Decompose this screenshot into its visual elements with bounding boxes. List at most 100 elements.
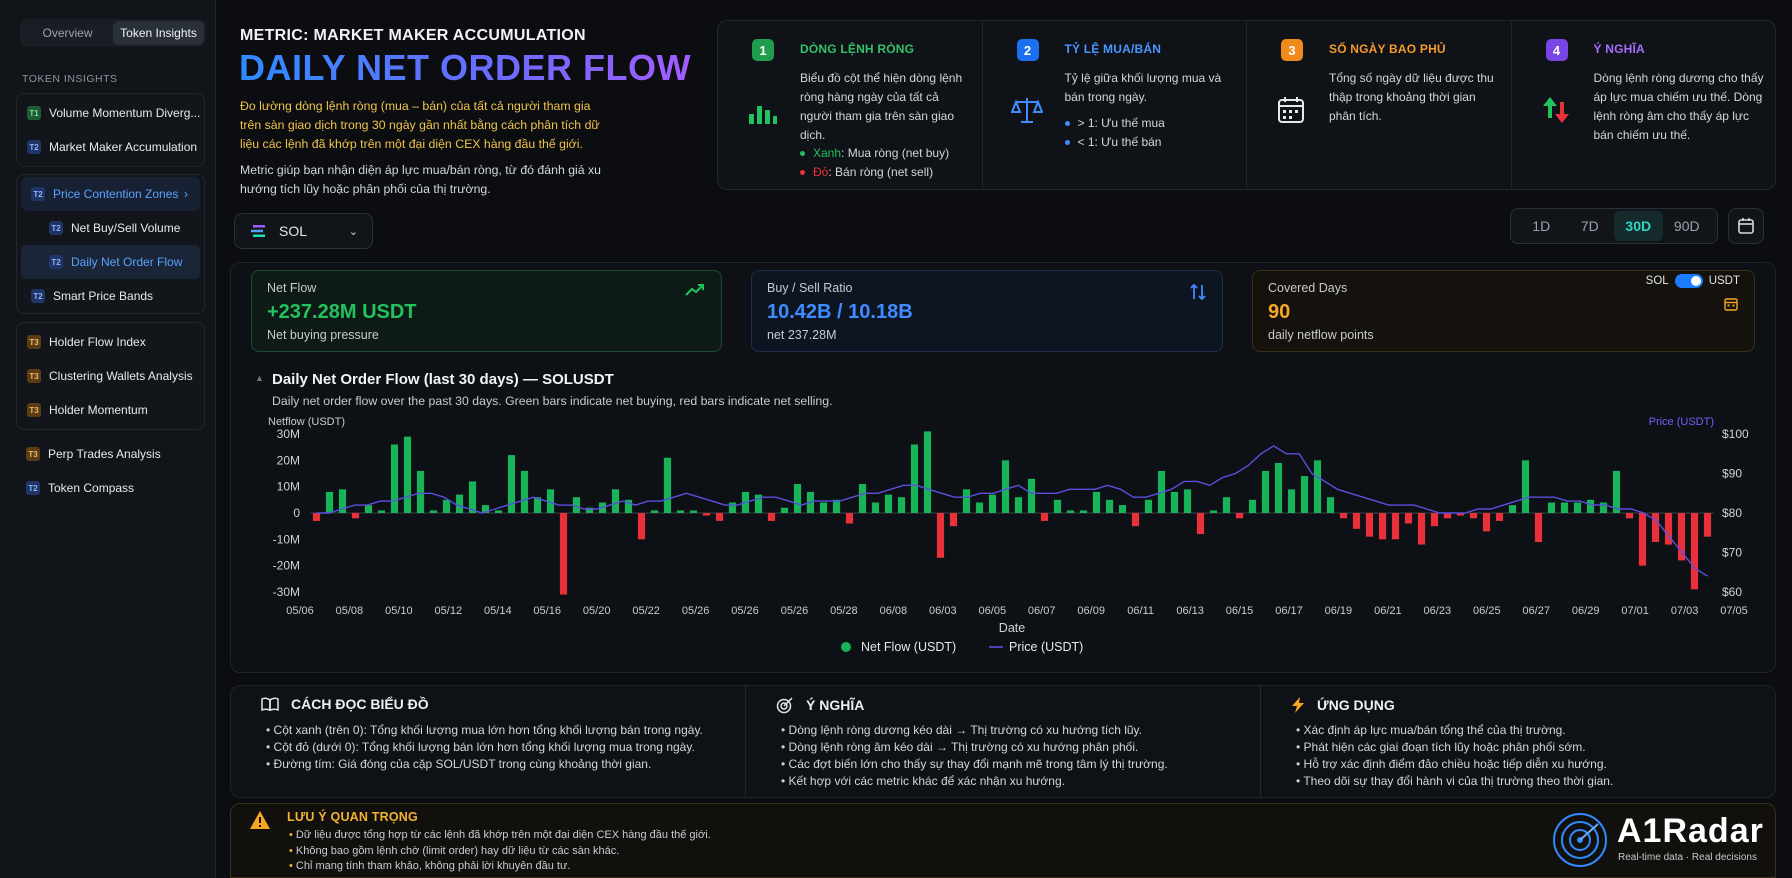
net-flow-bar xyxy=(611,489,620,513)
y-tick-label: -10M xyxy=(273,532,300,546)
sidebar-item-daily-net-order-flow[interactable]: T2 Daily Net Order Flow xyxy=(21,245,200,279)
brand-block: A1Radar Real-time data · Real decisions xyxy=(1552,810,1772,870)
range-1d[interactable]: 1D xyxy=(1532,218,1551,234)
sidebar-item-holder-flow[interactable]: T3 Holder Flow Index xyxy=(17,325,204,359)
net-flow-bar xyxy=(962,489,971,513)
toggle-switch[interactable] xyxy=(1674,274,1703,288)
info-title: DÒNG LỆNH RÒNG xyxy=(800,42,915,56)
chart-subtitle: Daily net order flow over the past 30 da… xyxy=(272,394,833,408)
sidebar-item-smart-price-bands[interactable]: T2 Smart Price Bands xyxy=(21,279,200,313)
legend-green-rest: : Mua ròng (net buy) xyxy=(841,146,950,160)
page-title: DAILY NET ORDER FLOW xyxy=(239,47,692,88)
net-flow-bar xyxy=(1482,513,1491,532)
calendar-icon xyxy=(1738,218,1754,234)
up-down-arrows-icon xyxy=(1542,97,1569,123)
unit-toggle[interactable]: SOL USDT xyxy=(1646,274,1740,288)
sidebar-item-label: Volume Momentum Diverg... xyxy=(49,106,201,120)
sidebar-item-volume-momentum[interactable]: T1 Volume Momentum Diverg... xyxy=(17,96,204,130)
list-item: Cột đỏ (dưới 0): Tổng khối lượng bán lớn… xyxy=(266,739,703,756)
range-7d[interactable]: 7D xyxy=(1580,218,1599,234)
note-item: Không bao gồm lệnh chờ (limit order) hay… xyxy=(289,844,711,860)
bullet-list: Dòng lệnh ròng dương kéo dài → Thị trườn… xyxy=(781,722,1168,790)
sidebar-item-net-buy-sell[interactable]: T2 Net Buy/Sell Volume xyxy=(21,211,200,245)
sidebar-item-price-contention[interactable]: T2 Price Contention Zones › xyxy=(21,177,200,211)
swap-vertical-icon xyxy=(1190,283,1206,301)
net-flow-bar xyxy=(1274,463,1283,513)
list-item: Dòng lệnh ròng dương kéo dài → Thị trườn… xyxy=(781,722,1168,739)
x-tick-label: 05/26 xyxy=(682,605,710,617)
sidebar-item-token-compass[interactable]: T2 Token Compass xyxy=(16,471,205,505)
legend-price-label: Price (USDT) xyxy=(1009,640,1083,654)
section-heading: Ý NGHĨA xyxy=(776,696,864,714)
tier-badge: T3 xyxy=(26,447,40,461)
nav-group-3: T3 Holder Flow Index T3 Clustering Wallets… xyxy=(16,322,205,430)
net-flow-bar xyxy=(923,431,932,513)
bullet-list: Cột xanh (trên 0): Tổng khối lượng mua l… xyxy=(266,722,703,773)
legend-red-rest: : Bán ròng (net sell) xyxy=(828,165,934,179)
net-flow-bar xyxy=(793,484,802,513)
net-flow-bar xyxy=(1677,513,1686,561)
net-flow-bar xyxy=(416,470,425,513)
x-tick-label: 06/23 xyxy=(1424,605,1452,617)
sidebar-item-clustering-wallets[interactable]: T3 Clustering Wallets Analysis xyxy=(17,359,204,393)
info-text: Dòng lệnh ròng dương cho thấy áp lực mua… xyxy=(1593,71,1764,142)
net-flow-bar xyxy=(1248,499,1257,513)
card-label: Net Flow xyxy=(267,281,317,295)
sidebar-item-market-maker[interactable]: T2 Market Maker Accumulation xyxy=(17,130,204,164)
list-item: Kết hợp với các metric khác để xác nhận … xyxy=(781,773,1168,790)
time-range-selector: 1D 7D 30D 90D xyxy=(1510,208,1718,244)
lightning-icon xyxy=(1292,697,1304,713)
net-flow-bar xyxy=(1235,513,1244,519)
net-flow-bar xyxy=(520,470,529,513)
list-item: Dòng lệnh ròng âm kéo dài → Thị trường c… xyxy=(781,739,1168,756)
bar-chart-icon xyxy=(749,106,777,124)
tier-badge: T3 xyxy=(27,335,41,349)
net-flow-bar xyxy=(455,494,464,513)
sidebar-item-label: Holder Flow Index xyxy=(49,335,146,349)
toggle-right-label: USDT xyxy=(1708,275,1740,287)
net-flow-bar xyxy=(1391,513,1400,540)
net-flow-bar xyxy=(715,513,724,521)
tab-overview[interactable]: Overview xyxy=(42,26,93,40)
net-flow-bar xyxy=(1092,491,1101,513)
x-tick-label: 05/26 xyxy=(781,605,809,617)
list-item: Cột xanh (trên 0): Tổng khối lượng mua l… xyxy=(266,722,703,739)
sidebar-item-perp-trades[interactable]: T3 Perp Trades Analysis xyxy=(16,437,205,471)
net-flow-bar xyxy=(1287,489,1296,513)
x-tick-label: 05/26 xyxy=(731,605,759,617)
net-flow-card: Net Flow +237.28M USDT Net buying pressu… xyxy=(251,270,722,352)
net-flow-bar xyxy=(1079,510,1088,513)
info-title: Ý NGHĨA xyxy=(1593,42,1645,56)
tab-token-insights[interactable]: Token Insights xyxy=(113,21,204,45)
calendar-button[interactable] xyxy=(1728,208,1764,244)
tier-badge: T2 xyxy=(27,140,41,154)
legend-red: Đỏ: Bán ròng (net sell) xyxy=(800,163,933,182)
net-flow-bar xyxy=(884,494,893,513)
token-selector[interactable]: SOL ⌄ xyxy=(234,213,373,249)
how-to-read-section: CÁCH ĐỌC BIỂU ĐỒ Cột xanh (trên 0): Tổng… xyxy=(231,686,746,797)
net-flow-bar xyxy=(312,513,321,521)
sidebar-item-holder-momentum[interactable]: T3 Holder Momentum xyxy=(17,393,204,427)
sidebar-item-label: Smart Price Bands xyxy=(53,289,154,303)
net-flow-bar xyxy=(1703,513,1712,537)
net-flow-bar xyxy=(338,489,347,513)
x-tick-label: 05/22 xyxy=(632,605,660,617)
net-flow-bar xyxy=(897,497,906,513)
x-tick-label: 05/16 xyxy=(533,605,561,617)
net-flow-bar xyxy=(819,502,828,513)
net-flow-bar xyxy=(832,499,841,513)
chevron-right-icon: › xyxy=(184,187,188,201)
x-tick-label: 05/12 xyxy=(435,605,463,617)
y-tick-label: -20M xyxy=(273,559,300,573)
range-90d[interactable]: 90D xyxy=(1673,218,1700,234)
legend-green: Xanh: Mua ròng (net buy) xyxy=(800,144,949,163)
x-tick-label: 06/09 xyxy=(1077,605,1105,617)
net-flow-bar xyxy=(1573,502,1582,513)
section-heading: ỨNG DỤNG xyxy=(1291,696,1395,714)
bullet-list: Xác định áp lực mua/bán tổng thể của thị… xyxy=(1296,722,1613,790)
range-30d[interactable]: 30D xyxy=(1614,211,1663,241)
sidebar-item-label: Net Buy/Sell Volume xyxy=(71,221,181,235)
info-text: Tổng số ngày dữ liệu được thu thập trong… xyxy=(1329,71,1494,123)
tier-badge: T2 xyxy=(26,481,40,495)
collapse-caret-icon[interactable]: ▲ xyxy=(255,373,264,383)
